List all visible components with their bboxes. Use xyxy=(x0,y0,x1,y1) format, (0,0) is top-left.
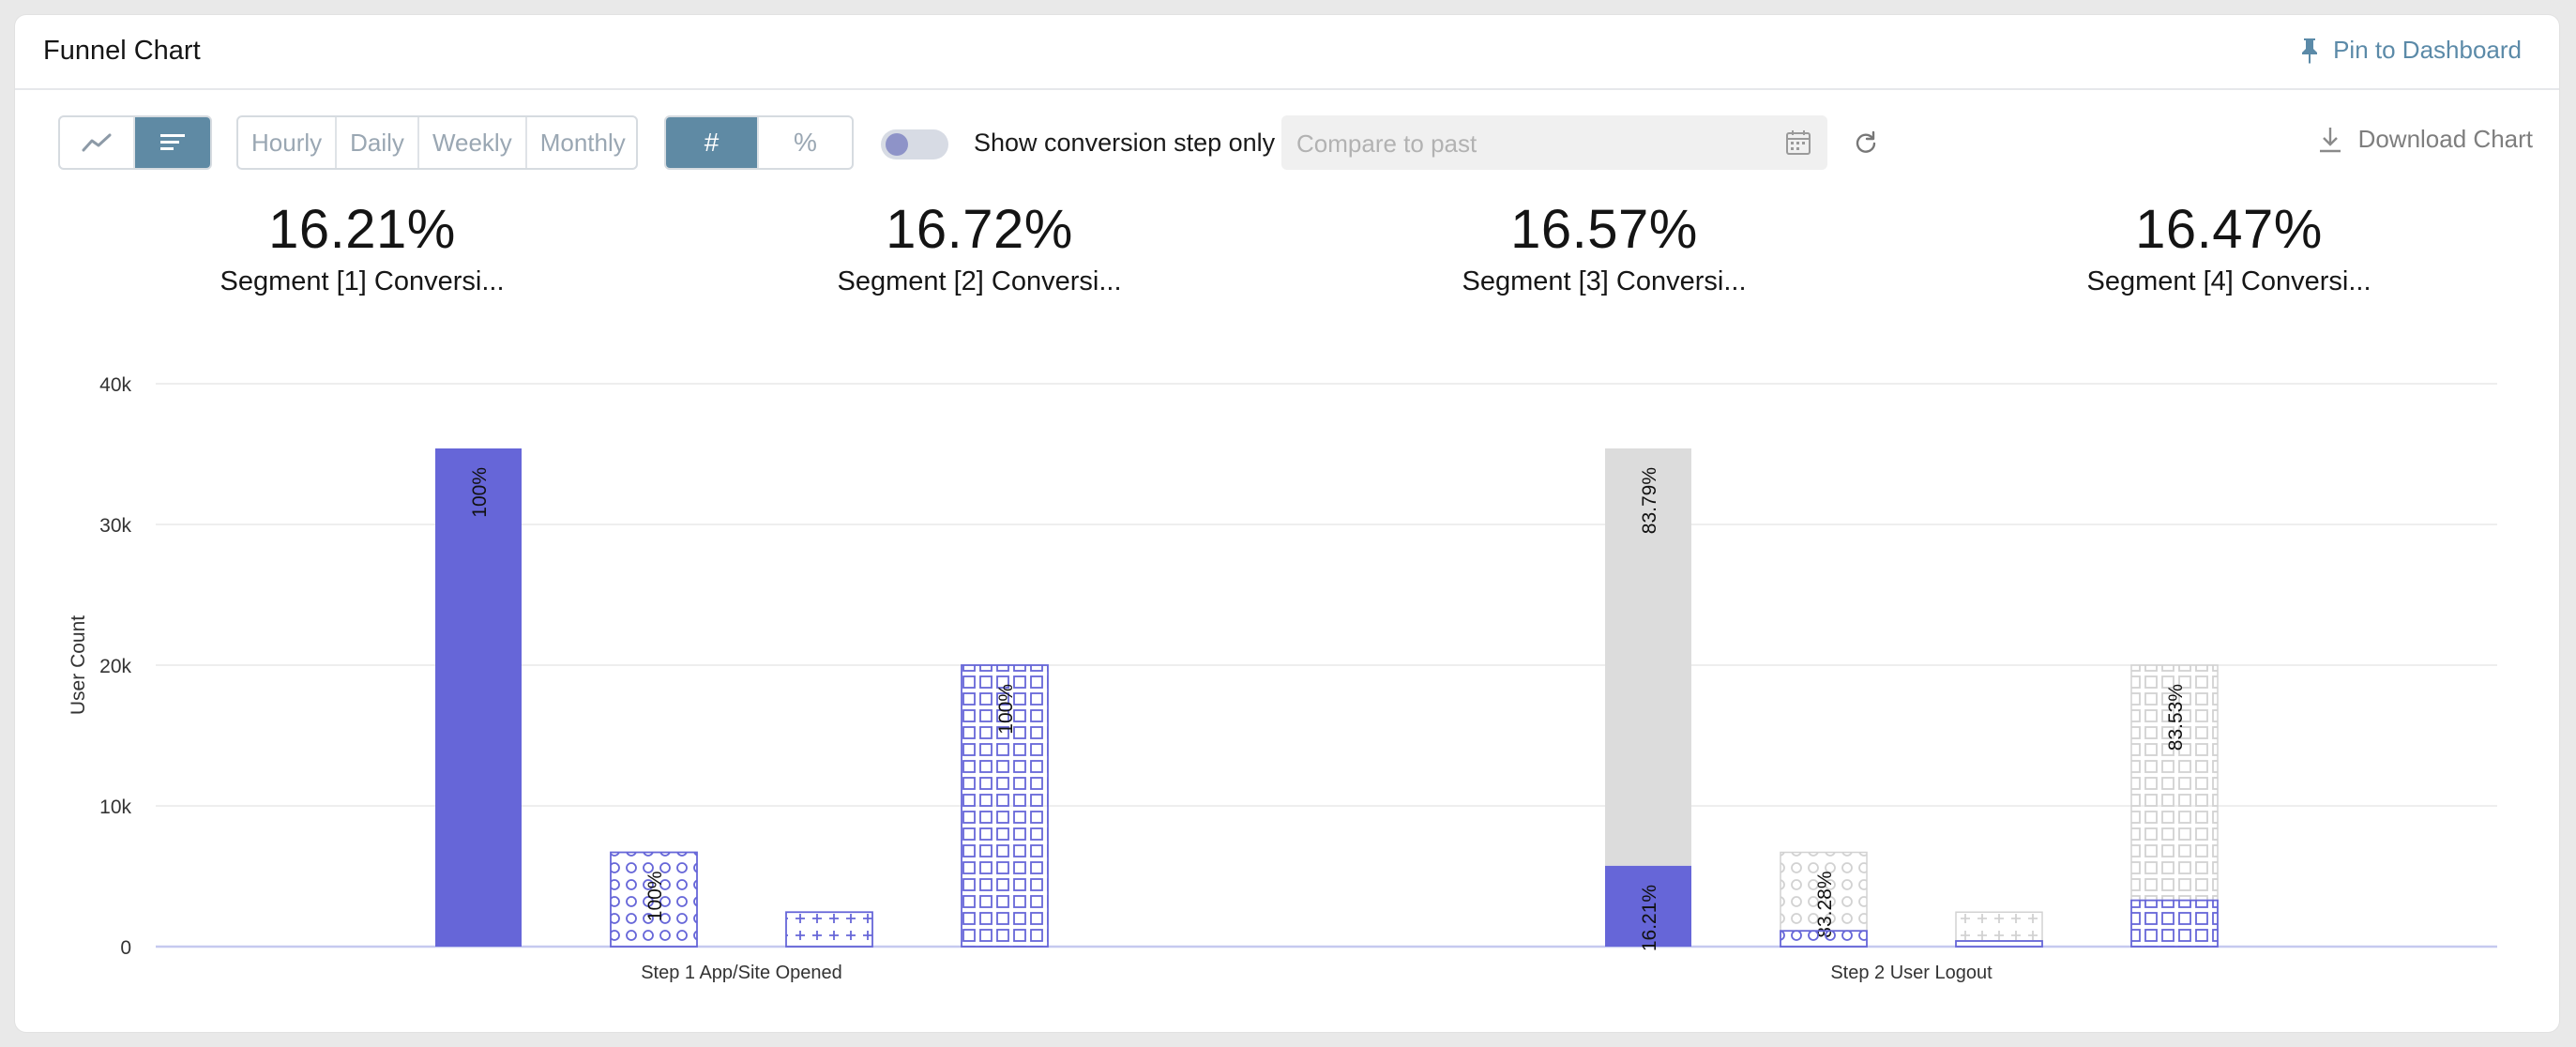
bar-value-label: 83.79% xyxy=(1639,467,1660,534)
line-chart-button[interactable] xyxy=(60,117,135,168)
x-category-label: Step 1 App/Site Opened xyxy=(641,963,842,983)
chart-type-toggle xyxy=(58,115,212,170)
bar-chart-icon xyxy=(160,134,185,150)
funnel-chart-card: Funnel Chart Pin to Dashboard xyxy=(15,15,2559,1032)
granularity-toggle: Hourly Daily Weekly Monthly xyxy=(236,115,638,170)
kpi-value: 16.47% xyxy=(2135,199,2323,260)
converted-bar xyxy=(785,911,873,948)
kpi-value: 16.21% xyxy=(268,199,456,260)
dropoff-bar xyxy=(1605,448,1691,866)
y-tick-label: 10k xyxy=(99,797,131,818)
toggle-knob xyxy=(886,133,908,156)
bar-value-label: 100% xyxy=(995,684,1017,735)
converted-bar xyxy=(610,851,698,948)
bar-value-label: 83.53% xyxy=(2165,684,2187,751)
converted-bar xyxy=(1605,865,1691,947)
granularity-monthly-button[interactable]: Monthly xyxy=(539,128,626,157)
percent-metric-button[interactable]: % xyxy=(794,128,817,157)
y-tick-label: 40k xyxy=(99,374,131,396)
bar-chart-button[interactable] xyxy=(135,117,210,168)
kpi-value: 16.72% xyxy=(886,199,1073,260)
chart-title: Funnel Chart xyxy=(43,36,201,66)
compare-to-past-input[interactable] xyxy=(1295,115,1767,172)
converted-bar xyxy=(1780,930,1868,948)
y-tick-label: 30k xyxy=(99,515,131,537)
card-header: Funnel Chart Pin to Dashboard xyxy=(15,15,2559,90)
dropoff-bar xyxy=(2130,664,2219,902)
count-metric-button[interactable]: # xyxy=(666,117,759,168)
dropoff-bar xyxy=(1955,911,2043,942)
pin-icon xyxy=(2302,38,2318,64)
kpi-label: Segment [2] Conversi... xyxy=(837,266,1122,296)
y-tick-label: 0 xyxy=(120,937,131,959)
download-chart-button[interactable]: Download Chart xyxy=(2317,125,2533,154)
y-tick-label: 20k xyxy=(99,656,131,677)
y-axis-label: User Count xyxy=(68,615,89,715)
calendar-icon[interactable] xyxy=(1784,129,1812,157)
granularity-hourly-button[interactable]: Hourly xyxy=(238,117,338,168)
kpi-segment-2: 16.72% Segment [2] Conversi... xyxy=(782,198,1176,297)
line-chart-icon xyxy=(82,133,112,152)
compare-to-past-field xyxy=(1281,115,1827,172)
bar-value-label: 100% xyxy=(469,467,491,518)
bar-value-label: 16.21% xyxy=(1639,885,1660,951)
x-category-label: Step 2 User Logout xyxy=(1830,963,1993,983)
converted-bar xyxy=(961,664,1049,948)
bar-value-label: 83.28% xyxy=(1814,872,1836,938)
download-chart-label: Download Chart xyxy=(2357,125,2533,153)
metric-toggle: # % xyxy=(664,115,854,170)
converted-bar xyxy=(1955,940,2043,948)
kpi-label: Segment [3] Conversi... xyxy=(1462,266,1747,296)
kpi-segment-3: 16.57% Segment [3] Conversi... xyxy=(1407,198,1801,297)
pin-label: Pin to Dashboard xyxy=(2333,36,2522,64)
funnel-bar-chart: 0 10k 20k 30k 40k User Count 100% 100% 100% Step … xyxy=(68,374,2497,983)
conversion-step-toggle-label: Show conversion step only xyxy=(974,129,1276,157)
converted-bar xyxy=(435,448,522,947)
granularity-daily-button[interactable]: Daily xyxy=(337,117,419,168)
download-icon xyxy=(2319,127,2341,152)
kpi-value: 16.57% xyxy=(1510,199,1698,260)
reset-icon[interactable] xyxy=(1854,130,1878,155)
conversion-step-toggle[interactable] xyxy=(881,129,948,159)
pin-to-dashboard-button[interactable]: Pin to Dashboard xyxy=(2299,36,2522,65)
kpi-segment-1: 16.21% Segment [1] Conversi... xyxy=(165,198,559,297)
granularity-weekly-button[interactable]: Weekly xyxy=(419,117,527,168)
bar-value-label: 100% xyxy=(644,872,666,922)
converted-bar xyxy=(2130,899,2219,948)
kpi-label: Segment [4] Conversi... xyxy=(2086,266,2371,296)
dropoff-bar xyxy=(1780,851,1868,932)
kpi-segment-4: 16.47% Segment [4] Conversi... xyxy=(2032,198,2426,297)
chart-toolbar: Hourly Daily Weekly Monthly # % Show con… xyxy=(43,115,2538,172)
kpi-label: Segment [1] Conversi... xyxy=(220,266,505,296)
